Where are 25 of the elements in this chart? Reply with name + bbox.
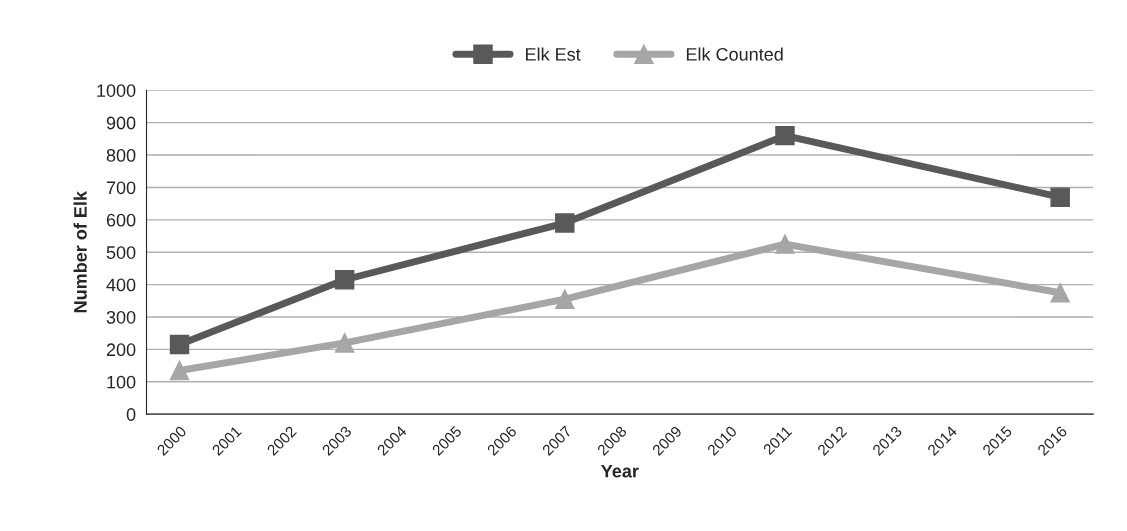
y-tick-label: 800 (106, 148, 136, 162)
point (555, 289, 575, 309)
y-tick-label: 600 (106, 213, 136, 227)
point (1050, 282, 1070, 303)
y-tick-label: 100 (107, 375, 136, 389)
y-tick-label: 300 (106, 310, 136, 324)
point (169, 360, 190, 381)
point (334, 333, 355, 353)
x-axis-title: Year (601, 464, 639, 478)
point (555, 213, 575, 233)
point (775, 125, 795, 146)
y-tick-label: 1000 (97, 84, 136, 97)
legend-label: Elk Est (526, 47, 581, 61)
point (169, 334, 190, 355)
legend-label: Elk Counted (686, 47, 783, 61)
point (1050, 187, 1070, 207)
point (775, 234, 795, 254)
y-tick-label: 200 (106, 343, 136, 357)
point (334, 270, 355, 290)
y-tick-label: 0 (126, 408, 136, 421)
y-tick-label: 700 (106, 181, 136, 195)
y-tick-label: 500 (106, 246, 136, 259)
y-tick-label: 900 (106, 116, 136, 130)
y-tick-label: 400 (106, 278, 136, 292)
y-axis-title: Number of Elk (73, 191, 87, 313)
